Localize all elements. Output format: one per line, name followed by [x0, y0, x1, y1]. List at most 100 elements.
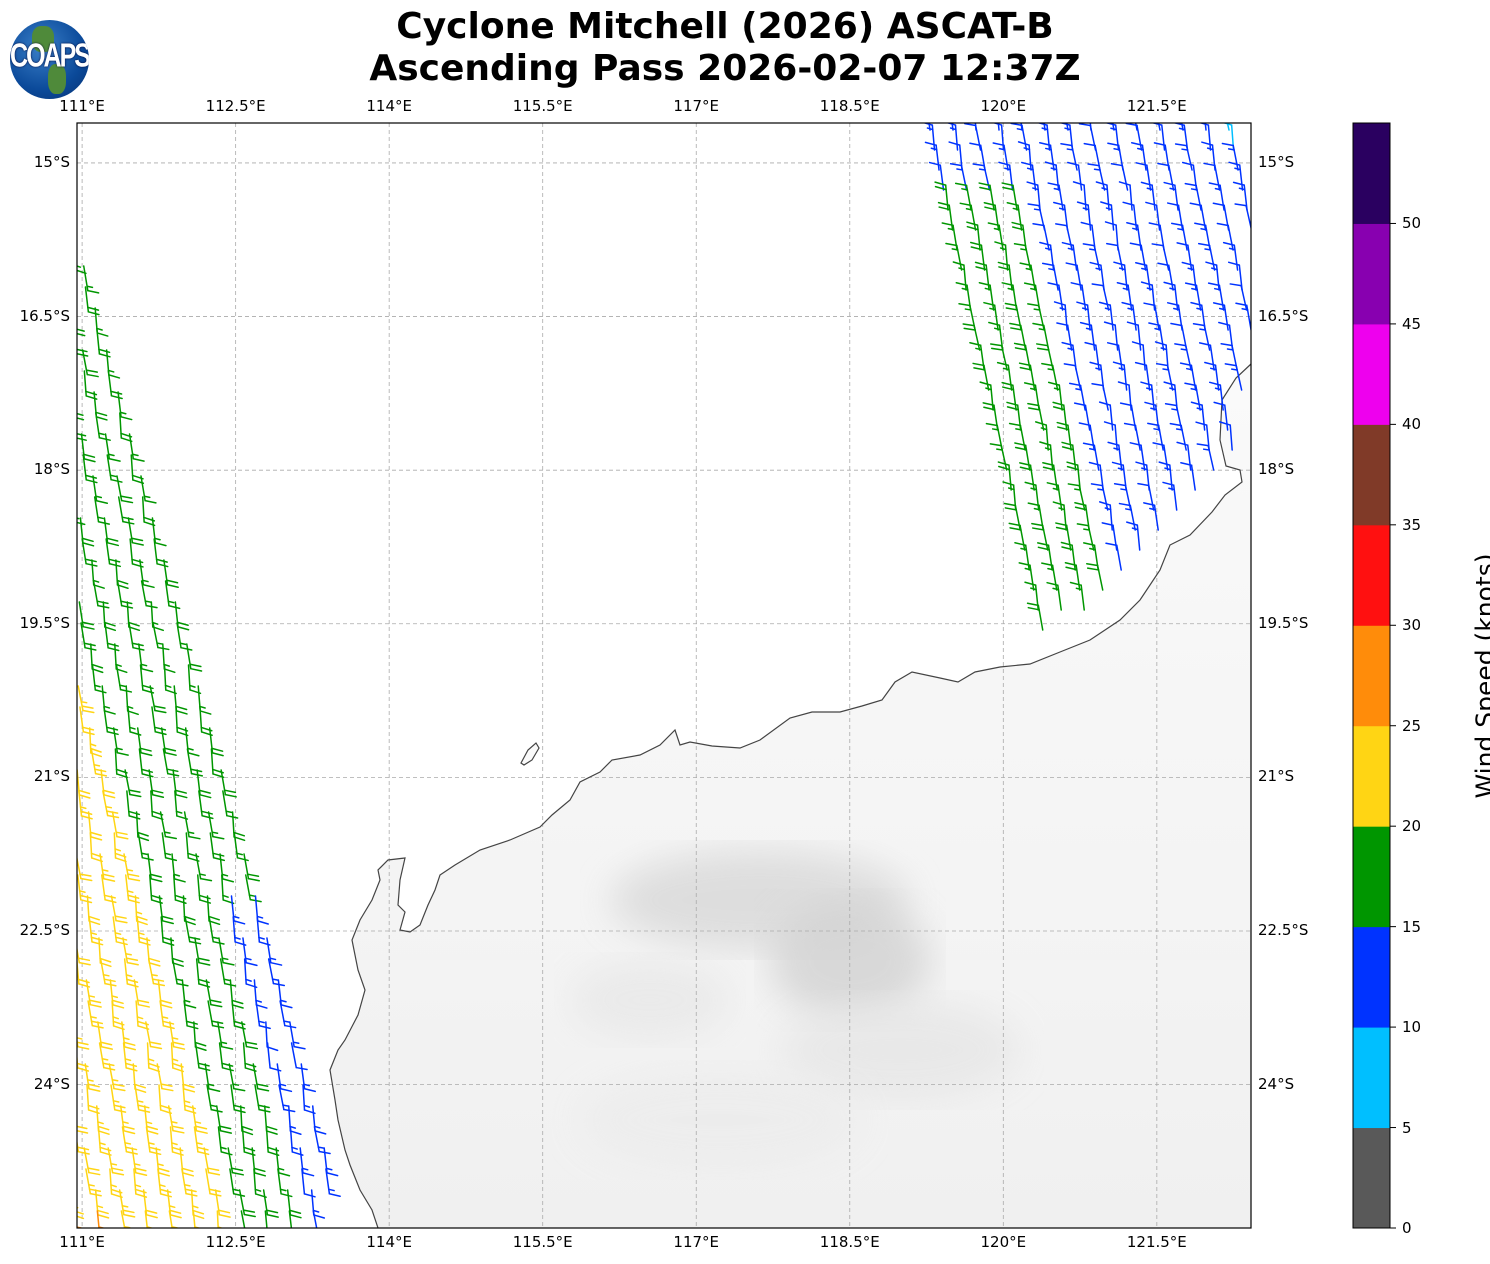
- barb-full: [103, 794, 116, 799]
- wind-barb: [1091, 283, 1110, 311]
- barb-full: [1042, 462, 1055, 467]
- barb-half: [171, 1037, 179, 1040]
- wind-barb: [1042, 462, 1058, 491]
- lon-label-top: 121.5°E: [1126, 97, 1187, 115]
- barb-full: [966, 225, 979, 231]
- lon-label-top: 120°E: [980, 97, 1027, 115]
- barb-half: [985, 387, 992, 391]
- wind-barb: [1226, 123, 1230, 131]
- wind-barb: [1082, 243, 1101, 271]
- barb-half: [278, 1252, 283, 1253]
- wind-barb: [1061, 441, 1077, 471]
- barb-full: [154, 709, 167, 714]
- barb-half: [317, 1231, 322, 1232]
- barb-full: [1052, 401, 1065, 406]
- barb-full: [1205, 261, 1218, 266]
- barb-full: [91, 941, 104, 946]
- wind-barb: [1047, 182, 1064, 211]
- barb-half: [1146, 287, 1154, 291]
- barb-half: [1146, 387, 1153, 391]
- wind-barb: [1073, 402, 1091, 431]
- wind-barb: [1098, 301, 1114, 331]
- wind-barb: [1018, 362, 1036, 391]
- wind-barb: [1041, 262, 1059, 291]
- barb-full: [1179, 362, 1193, 367]
- barb-full: [1154, 341, 1167, 346]
- wind-barb: [1076, 301, 1091, 331]
- barb-full: [149, 873, 162, 878]
- wind-barb: [325, 1168, 341, 1198]
- barb-full: [220, 1151, 233, 1156]
- wind-barb: [1008, 522, 1026, 551]
- land-shade-blob: [780, 1000, 1020, 1100]
- barb-full: [77, 332, 86, 337]
- barb-full: [135, 915, 148, 921]
- wind-barb: [1008, 422, 1026, 451]
- wind-barb: [989, 443, 1008, 471]
- barb-full: [1184, 182, 1197, 187]
- barb-half: [291, 1146, 298, 1150]
- wind-barb: [1157, 162, 1175, 191]
- wind-barb: [116, 475, 134, 504]
- wind-barb: [1222, 241, 1239, 271]
- wind-barb: [1018, 562, 1035, 591]
- barb-full: [127, 899, 140, 904]
- barb-full: [175, 794, 188, 799]
- barb-full: [1032, 322, 1045, 327]
- barb-full: [133, 1083, 146, 1089]
- barb-full: [116, 584, 129, 590]
- barb-half: [175, 810, 183, 814]
- wind-barb: [979, 381, 994, 411]
- barb-full: [139, 747, 152, 752]
- barb-full: [218, 1213, 231, 1218]
- barb-half: [1075, 388, 1083, 391]
- barb-full: [145, 1214, 158, 1219]
- barb-half: [134, 1184, 142, 1188]
- barb-full: [158, 1257, 169, 1260]
- barb-full: [1061, 341, 1074, 346]
- barb-half: [124, 1058, 132, 1062]
- barb-half: [991, 428, 999, 431]
- barb-half: [1047, 368, 1055, 371]
- barb-shaft: [1058, 284, 1064, 311]
- wind-barb: [934, 181, 949, 211]
- barb-shaft: [1065, 123, 1069, 131]
- wind-barb: [1135, 162, 1152, 191]
- barb-full: [104, 626, 117, 632]
- barb-half: [1204, 248, 1212, 251]
- barb-full: [100, 1041, 113, 1046]
- barb-full: [1078, 102, 1089, 105]
- wind-barb: [983, 301, 999, 331]
- barb-full: [125, 1067, 138, 1072]
- barb-full: [95, 499, 109, 504]
- barb-half: [993, 227, 1001, 231]
- wind-barb: [84, 286, 100, 316]
- barb-full: [163, 747, 177, 752]
- barb-full: [217, 1209, 231, 1214]
- wind-barb: [1228, 161, 1244, 191]
- lat-label-left: 19.5°S: [19, 613, 70, 632]
- wind-barb: [145, 1126, 162, 1156]
- barb-full: [1028, 407, 1041, 411]
- barb-shaft: [1162, 244, 1170, 271]
- wind-barb: [1013, 243, 1032, 271]
- barb-shaft: [1145, 364, 1151, 391]
- wind-barb: [1212, 302, 1229, 331]
- barb-full: [1224, 363, 1237, 367]
- barb-shaft: [1148, 484, 1155, 511]
- barb-full: [1027, 203, 1040, 207]
- barb-half: [1097, 488, 1105, 491]
- barb-full: [173, 1231, 184, 1233]
- barb-full: [1137, 482, 1150, 487]
- barb-full: [1193, 102, 1204, 105]
- barb-full: [1064, 562, 1077, 567]
- barb-half: [1053, 187, 1061, 191]
- wind-barb: [1169, 422, 1187, 451]
- barb-full: [194, 1046, 207, 1052]
- barb-half: [109, 474, 117, 478]
- barb-full: [164, 857, 178, 862]
- barb-full: [183, 915, 196, 921]
- barb-full: [141, 856, 154, 861]
- wind-barb: [79, 706, 95, 736]
- barb-full: [265, 1209, 279, 1214]
